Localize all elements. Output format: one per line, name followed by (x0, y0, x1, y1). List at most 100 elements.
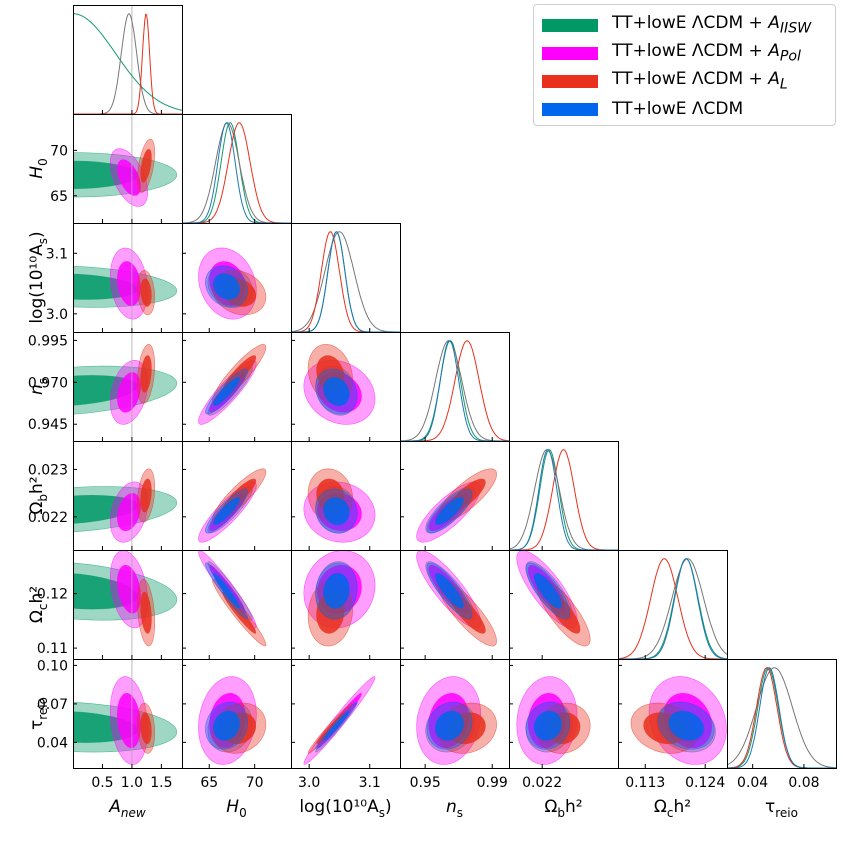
panel-ns-vs-omch2 (416, 550, 497, 647)
y-tick-label: 3.0 (46, 307, 68, 323)
marginal-curve-1 (727, 667, 836, 768)
panel-logA-vs-ombh2 (303, 468, 376, 543)
marginal-curve-0 (618, 558, 727, 659)
marginal-curve-3 (727, 667, 836, 768)
panel-ns-vs-ombh2 (416, 468, 498, 543)
legend-swatch (542, 74, 598, 88)
marginal-ns (400, 340, 509, 441)
panel-logA-vs-tau (303, 676, 376, 765)
legend: TT+lowE ΛCDM + AIISW TT+lowE ΛCDM + APol… (533, 4, 836, 126)
legend-entry-al: TT+lowE ΛCDM + AL (542, 67, 827, 95)
axis-label-H0: H0 (27, 158, 50, 178)
panel-H0-vs-ns (198, 344, 267, 425)
panel-H0-vs-omch2 (198, 550, 267, 647)
panel-ombh2-vs-omch2 (516, 550, 591, 647)
contour-68-3 (323, 573, 350, 609)
contour-68-3 (213, 377, 240, 406)
contour-68-2 (140, 355, 152, 393)
panel-A_new-vs-H0 (73, 138, 178, 207)
legend-swatch (542, 102, 598, 116)
contour-68-2 (140, 591, 152, 634)
marginal-curve-2 (291, 231, 400, 332)
panel-A_new-vs-ombh2 (73, 468, 178, 543)
x-tick-label: 0.113 (625, 775, 665, 791)
marginal-curve-1 (73, 13, 182, 114)
x-tick-label: 65 (200, 775, 218, 791)
y-tick-label: 65 (50, 189, 68, 205)
legend-entry-lcdm: TT+lowE ΛCDM (542, 95, 827, 123)
axis-label-logA: log(10¹⁰As) (299, 797, 391, 820)
panel-logA-vs-omch2 (303, 550, 376, 647)
marginal-curve-1 (400, 340, 509, 441)
panel-frame (400, 332, 510, 442)
contour-68-3 (435, 710, 464, 741)
legend-entry-iisw: TT+lowE ΛCDM + AIISW (542, 11, 827, 39)
contour-68-1 (116, 493, 141, 532)
marginal-curve-1 (291, 231, 400, 332)
tick-layer: 0.5 1.0 1.5 65 70 3.0 3.1 0.95 0.99 0.022 0.113 0.1… (28, 110, 820, 791)
panel-frames (73, 5, 837, 769)
contour-68-3 (213, 497, 240, 526)
axis-label-tau: τreio (27, 697, 50, 730)
panel-ns-vs-tau (416, 676, 497, 765)
marginal-A_new (73, 13, 182, 114)
panel-logA-vs-ns (303, 344, 376, 425)
contour-68-3 (213, 573, 240, 609)
contour-68-3 (533, 710, 562, 741)
marginal-curve-3 (291, 231, 400, 332)
panel-H0-vs-logA (198, 247, 267, 320)
y-tick-label: 0.12 (37, 587, 68, 603)
y-tick-label: 0.10 (37, 658, 68, 674)
contour-68-3 (213, 710, 240, 741)
contour-68-3 (213, 273, 240, 300)
x-tick-label: 3.1 (359, 775, 381, 791)
y-tick-label: 0.022 (28, 510, 68, 526)
marginal-curve-0 (509, 449, 618, 550)
legend-label: TT+lowE ΛCDM + APol (612, 41, 801, 65)
panel-H0-vs-tau (198, 676, 267, 765)
legend-swatch (542, 18, 598, 32)
legend-label: TT+lowE ΛCDM (612, 99, 744, 119)
contour-68-3 (323, 497, 350, 526)
contour-68-2 (140, 712, 152, 745)
axis-label-omch2: Ωch² (654, 797, 691, 820)
axis-label-ns: ns (27, 378, 50, 395)
legend-label: TT+lowE ΛCDM + AL (612, 69, 788, 93)
contour-68-3 (323, 710, 350, 741)
legend-entry-pol: TT+lowE ΛCDM + APol (542, 39, 827, 67)
marginal-curve-2 (182, 122, 291, 223)
x-tick-label: 0.022 (522, 775, 562, 791)
axis-label-H0: H0 (226, 797, 246, 820)
contour-68-2 (140, 278, 152, 307)
panel-frame (727, 659, 837, 769)
contour-68-1 (116, 372, 141, 413)
x-tick-label: 0.124 (685, 775, 725, 791)
legend-label: TT+lowE ΛCDM + AIISW (612, 13, 812, 37)
marginal-curve-0 (291, 231, 400, 332)
axis-label-ns: ns (446, 797, 463, 820)
legend-swatch (542, 46, 598, 60)
marginal-curve-1 (509, 449, 618, 550)
marginal-curve-3 (618, 558, 727, 659)
panel-A_new-vs-logA (73, 247, 178, 320)
marginal-curve-0 (727, 667, 836, 768)
marginal-curve-0 (73, 13, 182, 111)
y-tick-label: 0.04 (37, 735, 68, 751)
y-tick-label: 70 (50, 143, 68, 159)
marginal-curve-3 (509, 449, 618, 550)
axis-label-logA: log(10¹⁰As) (27, 231, 50, 323)
axis-label-layer: Anew H0 log(10¹⁰As) ns Ωbh² Ωch² τreio H0 log(10… (27, 158, 798, 820)
contour-68-3 (668, 710, 704, 741)
marginal-H0 (182, 122, 291, 223)
panel-frame (509, 441, 619, 551)
contour-68-3 (435, 573, 464, 609)
x-tick-label: 0.5 (91, 775, 113, 791)
x-tick-label: 3.0 (298, 775, 320, 791)
marginal-tau (727, 667, 836, 768)
contour-68-2 (140, 478, 152, 513)
y-tick-label: 0.945 (28, 417, 68, 433)
y-tick-label: 0.970 (28, 375, 68, 391)
axis-label-ombh2: Ωbh² (544, 797, 582, 820)
marginal-logA (291, 231, 400, 332)
contour-68-3 (435, 497, 464, 526)
